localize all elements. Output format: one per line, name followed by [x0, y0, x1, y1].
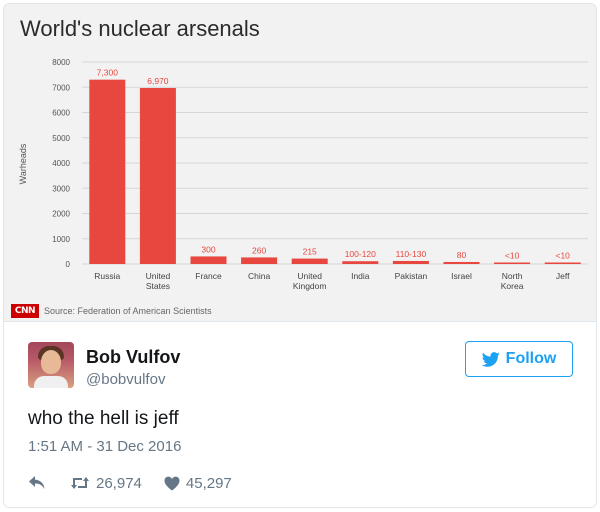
- x-tick-label: North: [502, 271, 523, 281]
- x-tick-label: United: [297, 271, 322, 281]
- y-tick-label: 7000: [52, 83, 70, 92]
- x-tick-label: France: [195, 271, 222, 281]
- bar: [392, 260, 429, 264]
- reply-button[interactable]: [28, 475, 46, 491]
- reply-icon: [29, 476, 45, 489]
- y-tick-label: 6000: [52, 109, 70, 118]
- retweet-icon: [71, 477, 89, 489]
- tweet-timestamp[interactable]: 1:51 AM - 31 Dec 2016: [28, 438, 182, 455]
- data-label: 7,300: [97, 68, 119, 78]
- bar: [241, 257, 278, 264]
- x-tick-label: Israel: [451, 271, 472, 281]
- y-tick-label: 2000: [52, 210, 70, 219]
- heart-icon: [164, 476, 180, 490]
- bar: [89, 79, 126, 264]
- like-button[interactable]: 45,297: [164, 475, 232, 492]
- y-tick-label: 0: [66, 260, 71, 269]
- avatar[interactable]: [28, 342, 74, 388]
- data-label: 6,970: [147, 76, 169, 86]
- x-tick-label: China: [248, 271, 270, 281]
- data-label: 215: [303, 247, 317, 257]
- y-tick-label: 1000: [52, 235, 70, 244]
- bar: [443, 261, 480, 264]
- bar: [139, 88, 176, 264]
- bar: [342, 261, 379, 264]
- bar: [190, 256, 227, 264]
- x-tick-label: Pakistan: [395, 271, 428, 281]
- bar: [544, 262, 581, 264]
- avatar-shirt: [34, 376, 68, 388]
- y-tick-label: 4000: [52, 159, 70, 168]
- x-tick-label: India: [351, 271, 370, 281]
- data-label: 260: [252, 245, 266, 255]
- tweet-text: who the hell is jeff: [28, 408, 179, 429]
- data-label: 110-130: [396, 249, 427, 259]
- author-handle[interactable]: @bobvulfov: [86, 371, 166, 388]
- data-label: <10: [505, 251, 520, 261]
- y-axis-label: Warheads: [18, 143, 28, 184]
- retweet-count: 26,974: [96, 474, 142, 492]
- x-tick-label: Kingdom: [293, 281, 327, 291]
- tweet-media-image[interactable]: World's nuclear arsenals 0 1000 2000 3000 40…: [4, 4, 596, 322]
- follow-button[interactable]: Follow: [465, 341, 573, 377]
- retweet-button[interactable]: 26,974: [70, 475, 142, 492]
- tweet-actions: 26,974 45,297: [28, 473, 232, 493]
- follow-label: Follow: [505, 350, 557, 367]
- chart-source: Source: Federation of American Scientist…: [44, 306, 212, 316]
- bar: [291, 258, 328, 264]
- data-label: 300: [201, 244, 215, 254]
- tweet-card: World's nuclear arsenals 0 1000 2000 3000 40…: [3, 3, 597, 508]
- data-label: 80: [457, 250, 467, 260]
- like-count: 45,297: [185, 474, 232, 492]
- x-tick-label: Korea: [501, 281, 524, 291]
- cnn-logo: CNN: [11, 304, 39, 318]
- chart-title: World's nuclear arsenals: [20, 16, 260, 41]
- y-tick-label: 5000: [52, 134, 70, 143]
- data-label: 100-120: [345, 249, 376, 259]
- author-name[interactable]: Bob Vulfov: [86, 347, 181, 367]
- data-label: <10: [555, 251, 570, 261]
- avatar-face: [41, 350, 61, 374]
- y-tick-label: 3000: [52, 184, 70, 193]
- x-tick-label: United: [146, 271, 171, 281]
- twitter-bird-icon: [481, 351, 500, 367]
- x-tick-label: States: [146, 281, 170, 291]
- x-tick-label: Jeff: [556, 271, 570, 281]
- x-tick-label: Russia: [94, 271, 120, 281]
- bar: [494, 262, 531, 264]
- bar-chart: 0 1000 2000 3000 4000 5000 6000 7000 8000 Warhead…: [18, 58, 588, 291]
- y-tick-label: 8000: [52, 58, 70, 67]
